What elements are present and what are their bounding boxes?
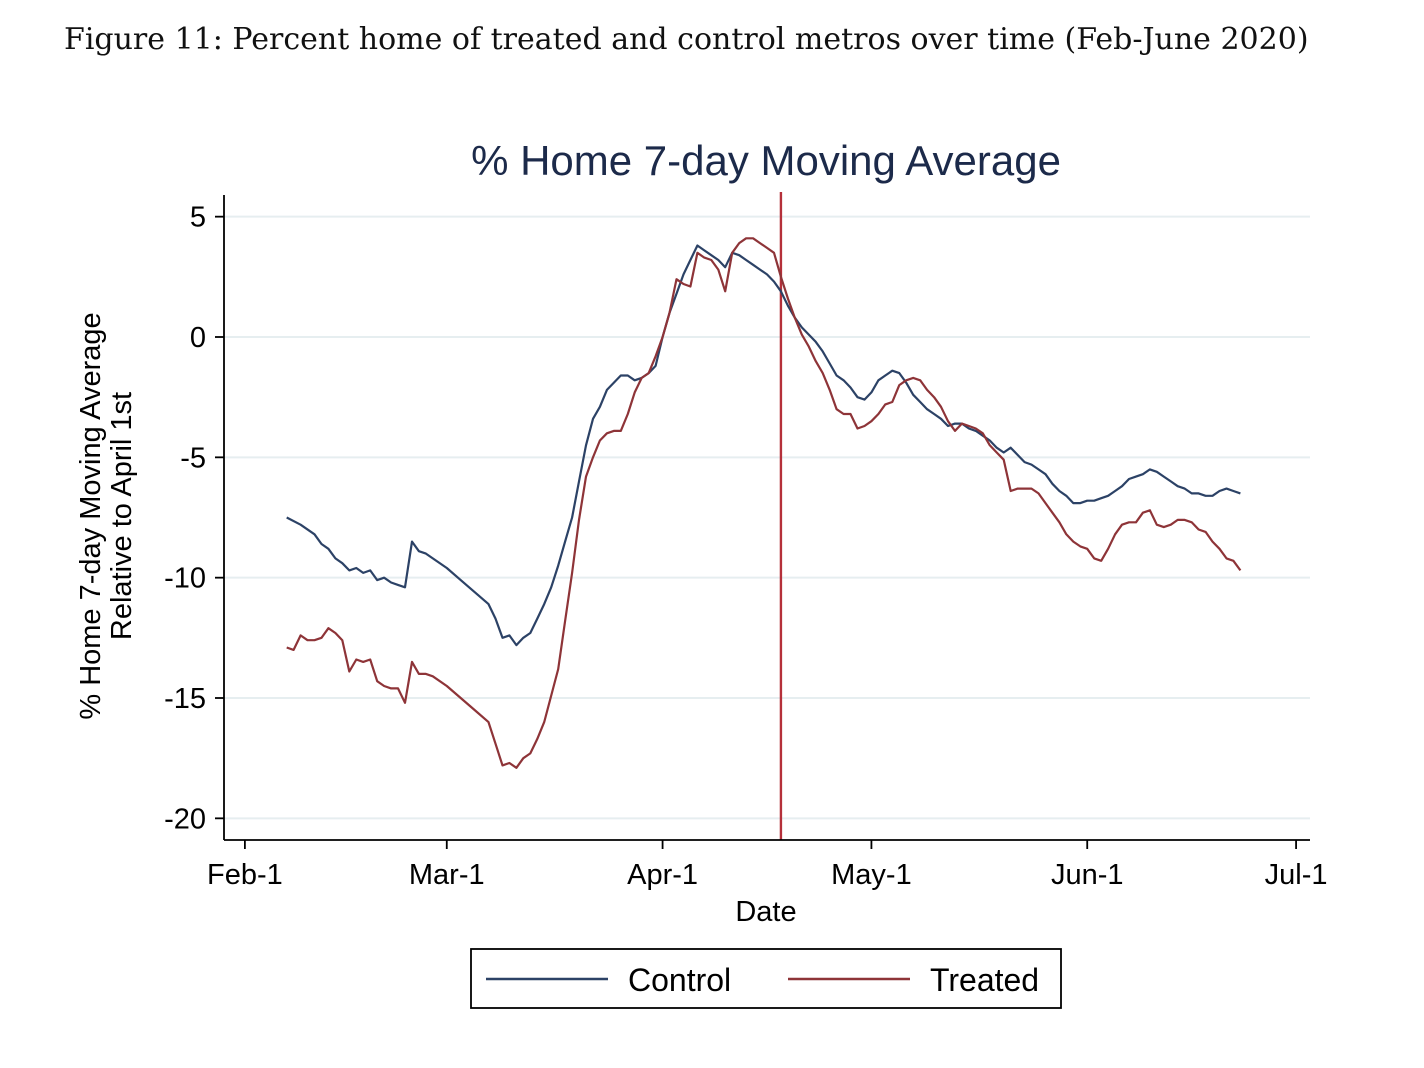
y-axis-label-line1: % Home 7-day Moving Average	[75, 312, 107, 719]
y-tick-label: 0	[190, 322, 206, 354]
x-tick-label: Jul-1	[1265, 859, 1328, 891]
x-axis-label: Date	[735, 896, 796, 928]
x-ticks: Feb-1 Mar-1 Apr-1 May-1 Jun-1 Jul-1	[207, 840, 1328, 891]
x-tick-label: Feb-1	[207, 859, 283, 891]
x-tick-label: Apr-1	[627, 859, 698, 891]
x-tick-label: Mar-1	[409, 859, 485, 891]
y-tick-label: -15	[164, 683, 206, 715]
legend-label-treated: Treated	[930, 962, 1039, 998]
legend: Control Treated	[470, 948, 1062, 1009]
x-tick-label: Jun-1	[1051, 859, 1124, 891]
legend-label-control: Control	[628, 962, 731, 998]
y-ticks: 5 0 -5 -10 -15 -20	[164, 202, 224, 835]
chart-title: % Home 7-day Moving Average	[471, 137, 1061, 184]
series-line-control	[286, 244, 1241, 647]
x-tick-label: May-1	[831, 859, 912, 891]
y-tick-label: -20	[164, 803, 206, 835]
y-axis-label-line2: Relative to April 1st	[106, 392, 138, 640]
y-tick-label: -5	[180, 442, 206, 474]
series-line-treated	[286, 237, 1242, 769]
y-tick-label: 5	[190, 202, 206, 234]
grid-lines	[224, 215, 1310, 820]
series-layer	[286, 237, 1242, 769]
figure-caption: Figure 11: Percent home of treated and c…	[64, 22, 1309, 57]
y-tick-label: -10	[164, 563, 206, 595]
